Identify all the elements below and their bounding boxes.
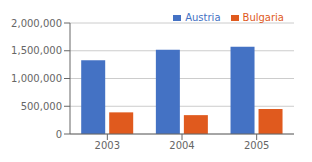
html-text:Bulgaria: Bulgaria <box>242 12 284 23</box>
html-text:Austria: Austria <box>185 12 221 23</box>
svg-text:1,500,000: 1,500,000 <box>11 45 62 56</box>
svg-text:2003: 2003 <box>95 140 120 151</box>
svg-text:2,000,000: 2,000,000 <box>11 18 62 29</box>
svg-text:500,000: 500,000 <box>21 101 62 112</box>
svg-text:2005: 2005 <box>244 140 269 151</box>
svg-text:1,000,000: 1,000,000 <box>11 73 62 84</box>
svg-text:0: 0 <box>56 129 62 140</box>
svg-text:2004: 2004 <box>169 140 194 151</box>
